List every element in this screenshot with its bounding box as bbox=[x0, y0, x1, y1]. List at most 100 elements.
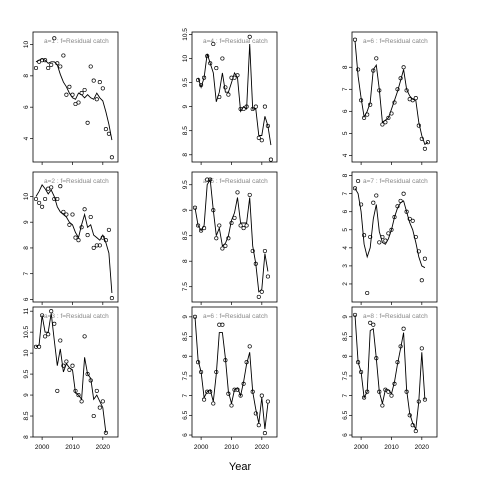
plot-frame bbox=[32, 171, 119, 303]
observed-point bbox=[262, 104, 267, 109]
observed-point bbox=[359, 98, 364, 103]
y-tick-label: 9 bbox=[23, 220, 30, 224]
observed-point bbox=[100, 399, 105, 404]
observed-point bbox=[223, 358, 228, 363]
observed-point bbox=[380, 234, 385, 240]
observed-point bbox=[377, 240, 382, 245]
panel-annotation: a=6 : f=Residual catch bbox=[363, 38, 428, 45]
panel-middle-right: 2 3 4 5 6 7 8 a=7 : f=Residual catch bbox=[342, 171, 438, 305]
observed-point bbox=[33, 65, 39, 71]
observed-point bbox=[94, 97, 99, 102]
observed-point bbox=[229, 403, 234, 408]
observed-point bbox=[217, 94, 222, 100]
observed-point bbox=[398, 76, 403, 81]
observed-point bbox=[374, 56, 379, 61]
observed-point bbox=[256, 294, 261, 299]
observed-point bbox=[91, 245, 96, 250]
observed-point bbox=[229, 75, 234, 80]
observed-point bbox=[383, 238, 388, 243]
observed-point bbox=[49, 309, 54, 314]
observed-point bbox=[383, 387, 388, 392]
observed-point bbox=[58, 184, 63, 189]
observed-point bbox=[85, 120, 90, 125]
observed-point bbox=[46, 332, 51, 337]
y-tick-label: 4 bbox=[342, 246, 349, 250]
panel-top-right: 4 5 6 7 8 a=6 : f=Residual catch bbox=[342, 31, 438, 165]
panel-annotation: a=4 : f=Residual catch bbox=[203, 38, 268, 45]
observed-point bbox=[404, 88, 409, 93]
observed-point bbox=[226, 236, 231, 241]
observed-point bbox=[46, 65, 51, 71]
y-tick-label: 7.5 bbox=[182, 282, 189, 291]
observed-point bbox=[91, 78, 96, 83]
observed-point bbox=[220, 56, 225, 61]
y-tick-label: 9 bbox=[182, 208, 189, 212]
y-tick-label: 8.5 bbox=[23, 411, 30, 420]
observed-point bbox=[256, 423, 261, 428]
observed-point bbox=[232, 387, 237, 392]
observed-point bbox=[109, 155, 114, 160]
plot-frame bbox=[32, 31, 119, 163]
observed-point bbox=[410, 98, 415, 103]
observed-point bbox=[238, 393, 243, 398]
y-tick-label: 8 bbox=[342, 65, 349, 69]
panel-bottom-left: 8 8.5 9 9.5 10 10.5 11 2000 2010 2020 a=3 : f=Resi… bbox=[23, 306, 119, 451]
y-tick-label: 6.5 bbox=[342, 410, 349, 419]
observed-point bbox=[214, 66, 219, 71]
observed-point bbox=[85, 233, 90, 238]
observed-point bbox=[214, 236, 219, 241]
y-tick-label: 3 bbox=[342, 264, 349, 268]
observed-point bbox=[250, 106, 255, 112]
observed-point bbox=[244, 223, 249, 228]
y-tick-label: 9 bbox=[23, 393, 30, 397]
y-tick-label: 8 bbox=[23, 74, 30, 78]
observed-point bbox=[259, 138, 264, 143]
observed-point bbox=[70, 363, 75, 368]
observed-point bbox=[386, 231, 391, 236]
observed-point bbox=[220, 246, 225, 251]
observed-point bbox=[253, 104, 258, 109]
observed-point bbox=[64, 359, 69, 364]
observed-point bbox=[109, 296, 114, 301]
observed-point bbox=[205, 177, 210, 182]
observed-point bbox=[208, 389, 213, 394]
observed-point bbox=[413, 234, 418, 240]
observed-point bbox=[73, 235, 78, 240]
observed-point bbox=[202, 75, 207, 80]
observed-point bbox=[265, 399, 270, 404]
observed-point bbox=[371, 200, 376, 205]
plot-frame bbox=[351, 31, 438, 163]
observed-point bbox=[368, 320, 373, 325]
x-tick-label: 2010 bbox=[224, 444, 239, 451]
x-tick-label: 2020 bbox=[255, 444, 270, 451]
y-tick-label: 7 bbox=[342, 191, 349, 195]
observed-point bbox=[33, 196, 39, 202]
observed-point bbox=[70, 212, 75, 217]
observed-point bbox=[359, 369, 364, 375]
observed-point bbox=[419, 346, 424, 351]
observed-point bbox=[88, 378, 93, 383]
y-tick-label: 5 bbox=[342, 131, 349, 135]
y-tick-label: 7 bbox=[342, 87, 349, 91]
y-tick-label: 6 bbox=[23, 105, 30, 109]
observed-point bbox=[40, 58, 45, 63]
y-tick-label: 6.5 bbox=[182, 410, 189, 419]
observed-point bbox=[43, 196, 48, 202]
observed-point bbox=[362, 395, 367, 400]
observed-point bbox=[79, 91, 84, 96]
x-axis-label: Year bbox=[229, 461, 252, 473]
panel-middle-middle: 7.5 8 8.5 9 9.5 a=5 : f=Residual catch bbox=[182, 171, 278, 305]
y-tick-label: 8.5 bbox=[342, 332, 349, 341]
observed-point bbox=[106, 227, 111, 232]
fitted-series-line bbox=[197, 43, 272, 146]
observed-point bbox=[352, 312, 358, 317]
observed-point bbox=[202, 397, 207, 402]
observed-point bbox=[199, 82, 204, 88]
observed-point bbox=[211, 208, 216, 213]
x-tick-label: 2010 bbox=[65, 444, 80, 451]
observed-point bbox=[259, 393, 264, 398]
y-tick-label: 7 bbox=[182, 393, 189, 397]
observed-point bbox=[352, 37, 358, 42]
observed-point bbox=[392, 381, 397, 386]
